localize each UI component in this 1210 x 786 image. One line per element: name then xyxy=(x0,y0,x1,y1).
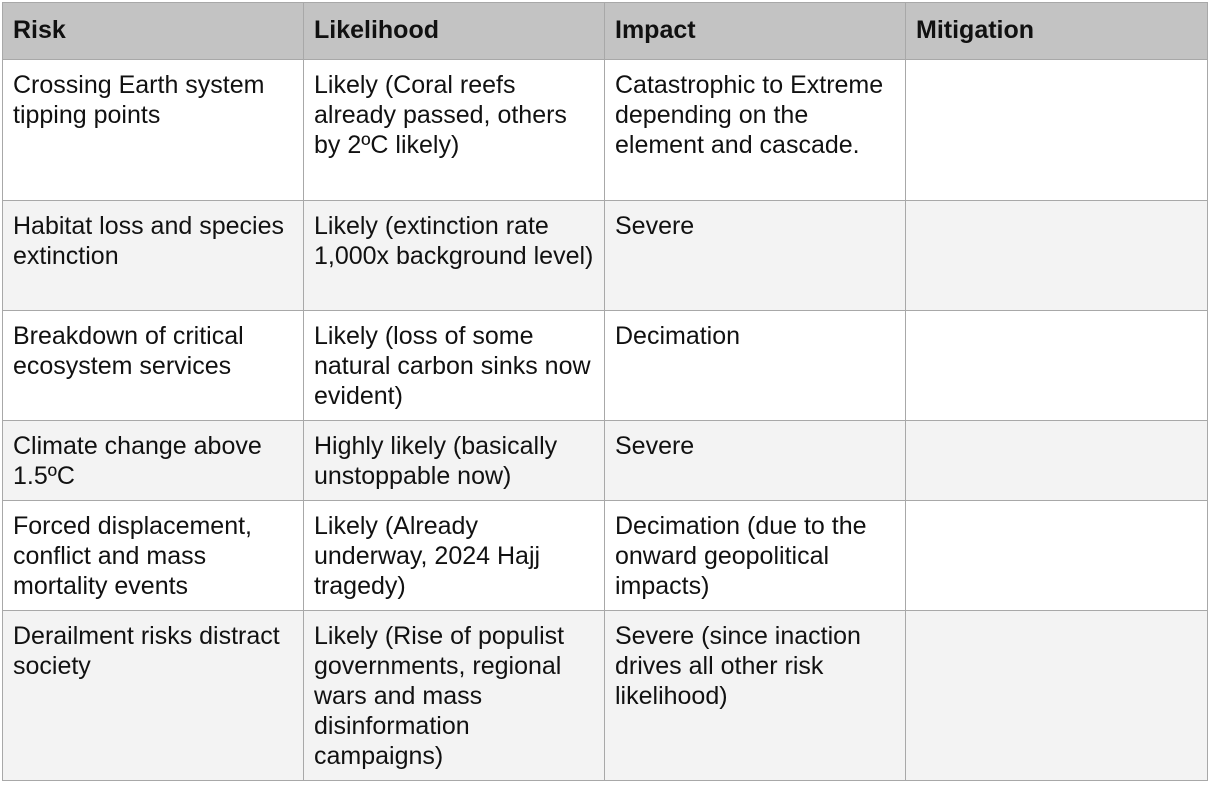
risk-cell: Breakdown of critical ecosystem services xyxy=(2,310,304,421)
risk-cell: Habitat loss and species extinction xyxy=(2,200,304,311)
impact-cell: Decimation (due to the onward geopolitic… xyxy=(604,500,906,611)
header-row: Risk Likelihood Impact Mitigation xyxy=(2,2,1208,60)
risk-cell: Crossing Earth system tipping points xyxy=(2,59,304,201)
mitigation-cell xyxy=(905,610,1208,781)
impact-cell: Severe (since inaction drives all other … xyxy=(604,610,906,781)
likelihood-cell: Likely (Already underway, 2024 Hajj trag… xyxy=(303,500,605,611)
impact-cell: Severe xyxy=(604,200,906,311)
table-row: Breakdown of critical ecosystem services… xyxy=(2,310,1208,421)
table-row: Derailment risks distract society Likely… xyxy=(2,610,1208,781)
header-mitigation: Mitigation xyxy=(905,2,1208,60)
mitigation-cell xyxy=(905,500,1208,611)
likelihood-cell: Likely (Rise of populist governments, re… xyxy=(303,610,605,781)
likelihood-cell: Likely (extinction rate 1,000x backgroun… xyxy=(303,200,605,311)
table-row: Forced displacement, conflict and mass m… xyxy=(2,500,1208,611)
mitigation-cell xyxy=(905,310,1208,421)
impact-cell: Decimation xyxy=(604,310,906,421)
table-row: Climate change above 1.5ºC Highly likely… xyxy=(2,420,1208,501)
header-likelihood: Likelihood xyxy=(303,2,605,60)
risk-cell: Climate change above 1.5ºC xyxy=(2,420,304,501)
table-row: Crossing Earth system tipping points Lik… xyxy=(2,59,1208,201)
mitigation-cell xyxy=(905,420,1208,501)
risk-cell: Forced displacement, conflict and mass m… xyxy=(2,500,304,611)
header-risk: Risk xyxy=(2,2,304,60)
mitigation-cell xyxy=(905,59,1208,201)
likelihood-cell: Likely (loss of some natural carbon sink… xyxy=(303,310,605,421)
impact-cell: Catastrophic to Extreme depending on the… xyxy=(604,59,906,201)
risk-cell: Derailment risks distract society xyxy=(2,610,304,781)
likelihood-cell: Highly likely (basically unstoppable now… xyxy=(303,420,605,501)
likelihood-cell: Likely (Coral reefs already passed, othe… xyxy=(303,59,605,201)
mitigation-cell xyxy=(905,200,1208,311)
header-impact: Impact xyxy=(604,2,906,60)
impact-cell: Severe xyxy=(604,420,906,501)
table-row: Habitat loss and species extinction Like… xyxy=(2,200,1208,311)
